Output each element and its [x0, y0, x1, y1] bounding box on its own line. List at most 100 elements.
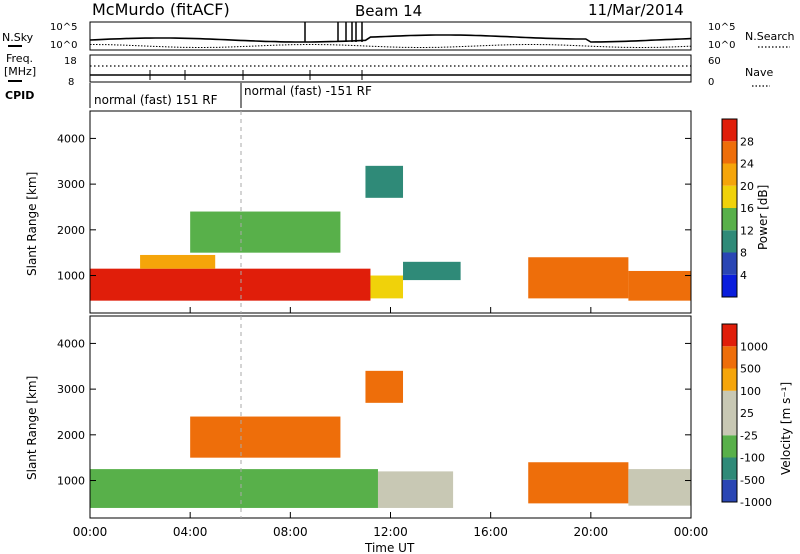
ytick-label: 2000 — [57, 224, 85, 237]
freq-marks — [149, 70, 363, 80]
nave-tick-top: 60 — [708, 56, 721, 67]
ytick-label: 3000 — [57, 383, 85, 396]
colorbar-swatch — [722, 163, 737, 186]
nsky-frame — [89, 21, 692, 51]
nave-label: Nave — [745, 66, 773, 79]
power-region-5 — [628, 270, 691, 301]
cpid-label: CPID — [5, 89, 34, 102]
nsky-label: N.Sky — [2, 31, 34, 44]
colorbar-tick-label: -1000 — [740, 496, 772, 509]
velocity-panel: 1000 2000 3000 4000 Slant Range [km] 1000 50… — [25, 315, 793, 519]
power-region-0 — [90, 268, 371, 301]
colorbar-swatch — [722, 390, 737, 413]
power-region-3 — [403, 261, 461, 281]
colorbar-swatch — [722, 346, 737, 369]
colorbar-tick-label: 16 — [740, 202, 754, 215]
nsearch-tick-bottom: 10^0 — [708, 40, 735, 51]
nsky-spikes — [304, 22, 363, 42]
colorbar-tick-label: 500 — [740, 363, 761, 376]
time-tick-label: 00:00 — [674, 525, 709, 539]
colorbar-frame — [721, 323, 738, 503]
time-axis-label: Time UT — [364, 541, 415, 554]
velocity-region-3 — [628, 469, 691, 506]
colorbar-swatch — [722, 479, 737, 502]
colorbar-tick-label: 25 — [740, 407, 754, 420]
time-tick-label: 08:00 — [273, 525, 308, 539]
ytick-label: 1000 — [57, 270, 85, 283]
power-region-6 — [190, 211, 341, 253]
colorbar-tick-label: 20 — [740, 180, 754, 193]
colorbar-swatch — [722, 368, 737, 391]
colorbar-swatch — [722, 208, 737, 231]
power-panel: 1000 2000 3000 4000 Slant Range [km] 4 8 12 16… — [25, 110, 770, 314]
colorbar-swatch — [722, 457, 737, 480]
power-region-4 — [528, 257, 629, 299]
velocity-region-5 — [365, 370, 404, 403]
colorbar-swatch — [722, 252, 737, 275]
velocity-region-4 — [190, 416, 341, 458]
power-region-7 — [365, 165, 404, 198]
power-yaxis: 1000 2000 3000 4000 — [57, 132, 691, 283]
ytick-label: 1000 — [57, 475, 85, 488]
velocity-colorbar: 1000 500 100 25 -25 -100 -500 -1000 — [721, 323, 772, 509]
velocity-yaxis: 1000 2000 3000 4000 — [57, 337, 691, 488]
colorbar-tick-label: 8 — [740, 247, 747, 260]
freq-tick-bottom: 8 — [68, 77, 74, 88]
velocity-data — [90, 370, 691, 508]
colorbar-swatch — [722, 141, 737, 164]
colorbar-tick-label: -100 — [740, 452, 765, 465]
ytick-label: 4000 — [57, 337, 85, 350]
ytick-label: 3000 — [57, 178, 85, 191]
freq-label: Freq. — [6, 52, 33, 65]
colorbar-swatch — [722, 324, 737, 347]
colorbar-tick-label: 1000 — [740, 340, 768, 353]
colorbar-tick-label: -500 — [740, 474, 765, 487]
power-region-2 — [370, 275, 404, 299]
velocity-colorbar-label: Velocity [m s⁻¹] — [779, 382, 793, 475]
time-tick-label: 12:00 — [373, 525, 408, 539]
cpid-segment-1: normal (fast) 151 RF — [94, 93, 218, 107]
date-title: 11/Mar/2014 — [588, 1, 684, 19]
colorbar-swatch — [722, 413, 737, 436]
time-axis: 00:00 04:00 08:00 12:00 16:00 20:00 00:00 — [73, 307, 709, 539]
power-region-1 — [140, 254, 216, 269]
nsky-trace — [89, 34, 692, 43]
freq-frame — [89, 54, 692, 83]
nsky-tick-top: 10^5 — [50, 22, 77, 33]
velocity-region-1 — [377, 471, 454, 508]
colorbar-tick-label: 28 — [740, 135, 754, 148]
time-tick-label: 00:00 — [73, 525, 108, 539]
power-data — [90, 165, 691, 301]
nsearch-label: N.Search — [745, 30, 795, 43]
nsky-panel: N.Sky 10^5 10^0 10^5 10^0 N.Search — [2, 21, 795, 51]
velocity-region-0 — [90, 469, 378, 508]
velocity-ylabel: Slant Range [km] — [25, 376, 39, 480]
cpid-panel: CPID normal (fast) 151 RF normal (fast) … — [5, 83, 372, 108]
nsearch-trace — [90, 44, 692, 48]
freq-unit: [MHz] — [4, 65, 36, 78]
colorbar-tick-label: 4 — [740, 269, 747, 282]
beam-title: Beam 14 — [355, 2, 422, 20]
colorbar-swatch — [722, 274, 737, 297]
freq-panel: Freq. [MHz] 18 8 60 0 Nave — [4, 52, 773, 88]
power-ylabel: Slant Range [km] — [25, 172, 39, 276]
colorbar-tick-label: 12 — [740, 224, 754, 237]
colorbar-frame — [721, 118, 738, 298]
time-tick-label: 20:00 — [574, 525, 609, 539]
ytick-label: 2000 — [57, 429, 85, 442]
velocity-region-2 — [528, 462, 629, 504]
ytick-label: 4000 — [57, 132, 85, 145]
colorbar-tick-label: 24 — [740, 158, 754, 171]
colorbar-tick-label: -25 — [740, 429, 758, 442]
colorbar-tick-label: 100 — [740, 385, 761, 398]
colorbar-swatch — [722, 185, 737, 208]
time-tick-label: 16:00 — [473, 525, 508, 539]
time-tick-label: 04:00 — [173, 525, 208, 539]
freq-tick-top: 18 — [64, 56, 77, 67]
power-colorbar-label: Power [dB] — [756, 185, 770, 250]
colorbar-swatch — [722, 435, 737, 458]
nsearch-tick-top: 10^5 — [708, 22, 735, 33]
nave-tick-bottom: 0 — [708, 77, 714, 88]
nsky-tick-bottom: 10^0 — [50, 40, 77, 51]
